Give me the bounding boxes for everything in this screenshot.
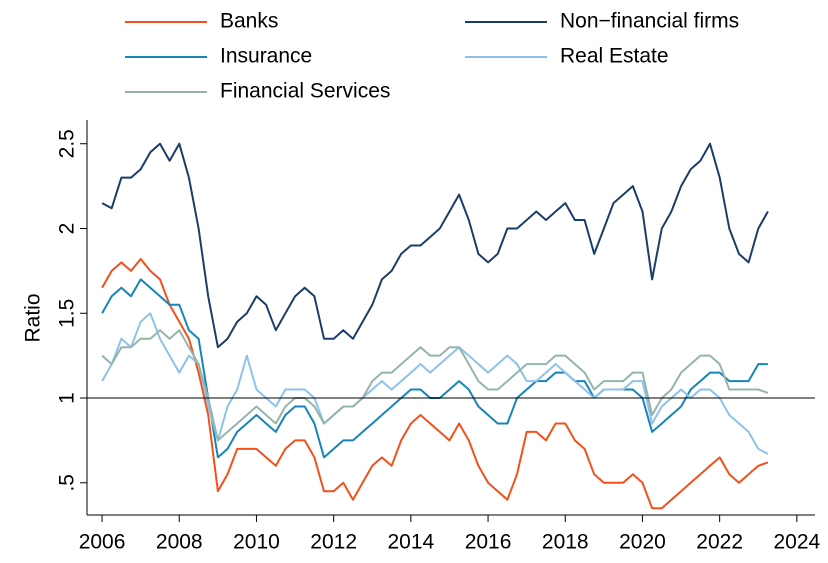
- x-tick-label: 2022: [696, 531, 743, 554]
- legend-label: Financial Services: [220, 80, 390, 103]
- x-tick-label: 2012: [310, 531, 357, 554]
- y-tick-label: .5: [56, 474, 79, 492]
- x-tick-label: 2010: [233, 531, 280, 554]
- legend-label: Non−financial firms: [560, 10, 739, 33]
- x-tick-label: 2008: [156, 531, 203, 554]
- x-tick-label: 2006: [79, 531, 126, 554]
- x-tick-label: 2016: [465, 531, 512, 554]
- x-tick-label: 2014: [387, 531, 434, 554]
- y-tick-label: 2.5: [56, 129, 79, 158]
- legend-label: Banks: [220, 10, 278, 33]
- x-tick-label: 2018: [542, 531, 589, 554]
- y-tick-label: 2: [56, 223, 79, 235]
- series-line: [101, 258, 769, 510]
- legend-label: Real Estate: [560, 45, 669, 68]
- y-tick-label: 1.5: [56, 299, 79, 328]
- y-axis-label: Ratio: [22, 293, 45, 342]
- legend-label: Insurance: [220, 45, 312, 68]
- series-line: [101, 329, 769, 442]
- x-tick-label: 2020: [619, 531, 666, 554]
- series-line: [101, 142, 769, 349]
- x-tick-label: 2024: [773, 531, 820, 554]
- y-tick-label: 1: [56, 392, 79, 404]
